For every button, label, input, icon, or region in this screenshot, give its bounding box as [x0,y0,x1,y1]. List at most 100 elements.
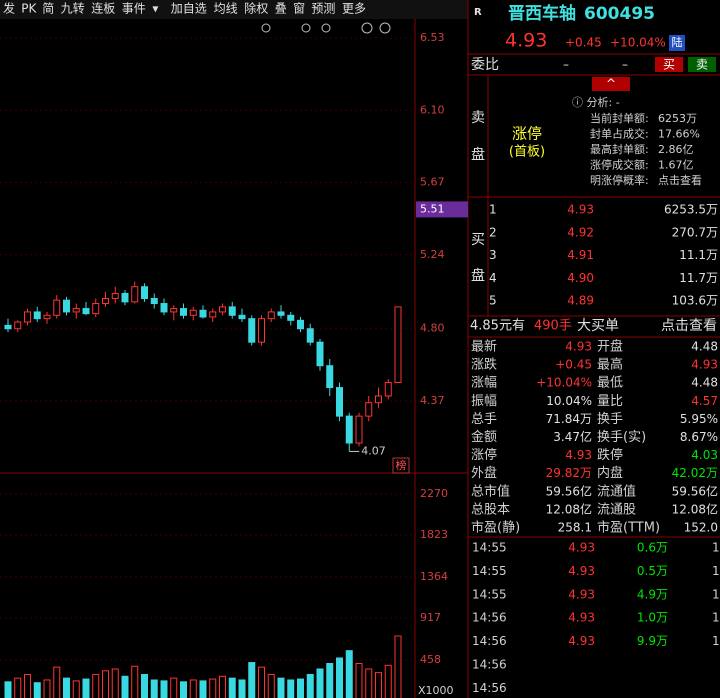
tick-count: 1 [712,634,720,648]
buy-button-label: 买 [663,58,675,72]
candle-body [345,415,353,444]
stat-value: 3.47亿 [553,429,592,444]
candle-body [150,297,158,305]
toolbar-item: 除权 [244,1,268,16]
bid-price: 4.91 [567,248,594,262]
change-pct: +10.04% [610,36,666,50]
candle-body [336,387,343,417]
volume-bar [170,677,178,698]
volume-bar [53,666,61,698]
candle-body [189,309,197,316]
candle-body [267,311,275,320]
bid-price: 4.89 [567,294,594,308]
volume-tick-label: 1823 [420,528,448,541]
volume-bar [160,680,168,698]
candle-body [375,395,382,404]
candle-body [209,311,217,318]
price: 4.93 [505,30,547,52]
candle-body [14,321,22,330]
info-label: 涨停成交额: [590,158,649,172]
expand-button[interactable] [592,77,630,91]
tick-volume: 4.9万 [637,587,668,601]
weibi-label: 委比 [471,57,499,73]
trade-link: 点击查看 [661,318,717,334]
volume-tick-label: 1364 [420,570,448,583]
stat-label: 市盈(静) [471,520,520,536]
bid-volume: 270.7万 [672,225,718,239]
stat-value: 4.93 [691,358,718,372]
volume-bar [287,679,295,698]
price-tick-label: 4.37 [420,394,445,407]
stat-value: 4.57 [691,394,718,408]
volume-bar [238,679,246,698]
tick-price: 4.93 [568,541,595,555]
stat-value: 59.56亿 [672,483,718,498]
candle-body [53,299,61,316]
tick-count: 1 [712,587,720,601]
stat-label: 流通值 [597,483,636,499]
stat-label: 涨跌 [471,357,497,373]
info-value: 2.86亿 [658,143,694,156]
toolbar-item: 发 [3,1,15,16]
stat-value: 4.93 [565,448,592,462]
sell-button[interactable] [688,57,716,72]
toolbar-item: 九转 [61,1,85,16]
tag: 陆 [672,35,683,49]
stat-value: 29.82万 [546,466,592,480]
trade-price: 4.85元有 [470,319,525,334]
stat-label: 量比 [597,394,623,409]
stat-label: 总手 [471,412,497,427]
weibi-v1: – [563,58,569,72]
stat-value: 258.1 [558,521,592,535]
volume-bar [336,657,343,698]
level: 1 [489,203,497,217]
volume-bar [316,668,324,698]
toolbar-item: 简 [42,2,54,16]
stat-label: 涨停 [471,447,497,463]
candle-body [306,328,314,343]
candle-body [277,311,285,316]
stat-value: 71.84万 [546,412,592,426]
tick-price: 4.93 [568,564,595,578]
volume-bar [209,678,217,698]
tick-volume: 9.9万 [637,634,668,648]
volume-bar [4,681,12,698]
stat-label: 流通股 [597,502,636,517]
stat-value: 152.0 [684,521,718,535]
candle-body [141,286,148,299]
stat-label: 金额 [471,429,497,445]
price-tick-label: 5.67 [420,176,445,189]
stat-value: 42.02万 [672,466,718,480]
candle-body [4,324,12,330]
bid-volume: 6253.5万 [664,203,718,217]
toolbar-icons [261,22,391,34]
stat-value: 8.67% [680,430,718,444]
toolbar-item: 窗 [293,2,305,16]
stat-value: 4.03 [691,448,718,462]
tick-count: 1 [712,564,720,578]
info-value: 6253万 [658,112,697,125]
candle-body [170,308,178,313]
sell-button-label: 卖 [696,58,708,72]
trade-hands: 490手 [534,319,572,334]
volume-bar [228,677,236,698]
tick-time: 14:55 [472,541,507,555]
stat-label: 最新 [471,339,497,355]
volume-bar [111,668,119,698]
candle-body [92,303,100,315]
stat-value: 5.95% [680,412,718,426]
price-tick-label: 4.80 [420,322,445,335]
buy-button[interactable] [655,57,683,72]
stat-label: 总市值 [471,483,510,499]
volume-tick-label: 458 [420,653,441,666]
level: 3 [489,248,497,262]
stat-value: 4.93 [565,340,592,354]
candle-body [199,309,207,318]
candle-body [102,297,109,305]
stat-label: 总股本 [471,502,510,517]
stat-label: 换手(实) [597,430,646,445]
stat-label: 涨幅 [471,376,497,391]
stat-label: 开盘 [597,339,623,355]
candle-body [24,311,31,323]
stat-label: 内盘 [597,465,623,481]
